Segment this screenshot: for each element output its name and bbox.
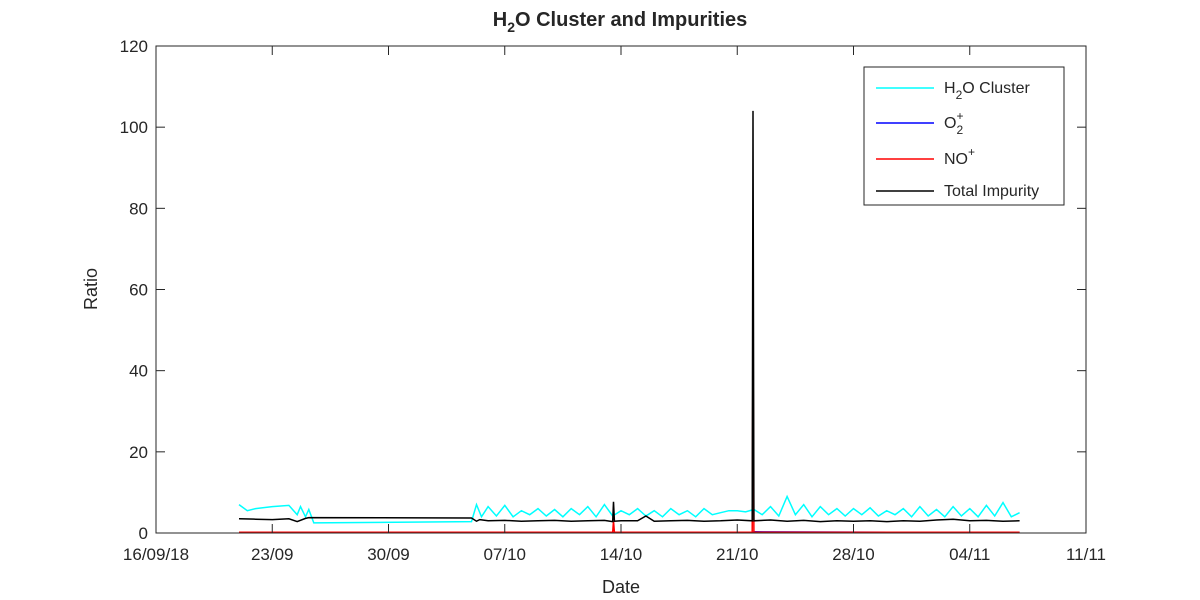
legend: H2O Cluster O+ 2 NO+ Total Impurity xyxy=(863,66,1065,206)
legend-label: H2O Cluster xyxy=(944,80,1030,102)
title-text-main: H xyxy=(493,9,507,31)
x-tick-label: 23/09 xyxy=(251,545,294,564)
y-tick-label: 80 xyxy=(129,199,148,218)
y-tick-label: 20 xyxy=(129,443,148,462)
y-tick-label: 100 xyxy=(120,118,148,137)
x-tick-label: 14/10 xyxy=(600,545,643,564)
x-tick-label: 07/10 xyxy=(483,545,526,564)
y-tick-label: 60 xyxy=(129,281,148,300)
x-tick-label: 16/09/18 xyxy=(123,545,189,564)
y-tick-label: 40 xyxy=(129,362,148,381)
y-axis: 0 20 40 60 80 100 120 xyxy=(120,37,1086,543)
title-text-rest: O Cluster and Impurities xyxy=(515,9,747,31)
x-axis-label: Date xyxy=(602,577,640,597)
series-line-1 xyxy=(238,494,1020,524)
chart-title: H2O Cluster and Impurities xyxy=(493,9,748,35)
x-tick-label: 21/10 xyxy=(716,545,759,564)
x-tick-label: 28/10 xyxy=(832,545,875,564)
title-text-subscript: 2 xyxy=(507,19,515,35)
y-tick-label: 120 xyxy=(120,37,148,56)
legend-label: Total Impurity xyxy=(944,183,1039,200)
series-layer xyxy=(238,110,1020,534)
x-axis: 16/09/18 23/09 30/09 07/10 14/10 21/10 28/10 04… xyxy=(123,46,1106,564)
legend-box xyxy=(863,66,1065,206)
x-tick-label: 11/11 xyxy=(1066,545,1106,564)
x-tick-label: 04/11 xyxy=(949,545,990,564)
y-axis-label: Ratio xyxy=(81,268,101,310)
series-line-4 xyxy=(238,110,1020,523)
x-tick-label: 30/09 xyxy=(367,545,410,564)
legend-label: O+ 2 xyxy=(944,109,963,137)
legend-label: NO+ xyxy=(944,145,975,168)
y-tick-label: 0 xyxy=(139,524,148,543)
